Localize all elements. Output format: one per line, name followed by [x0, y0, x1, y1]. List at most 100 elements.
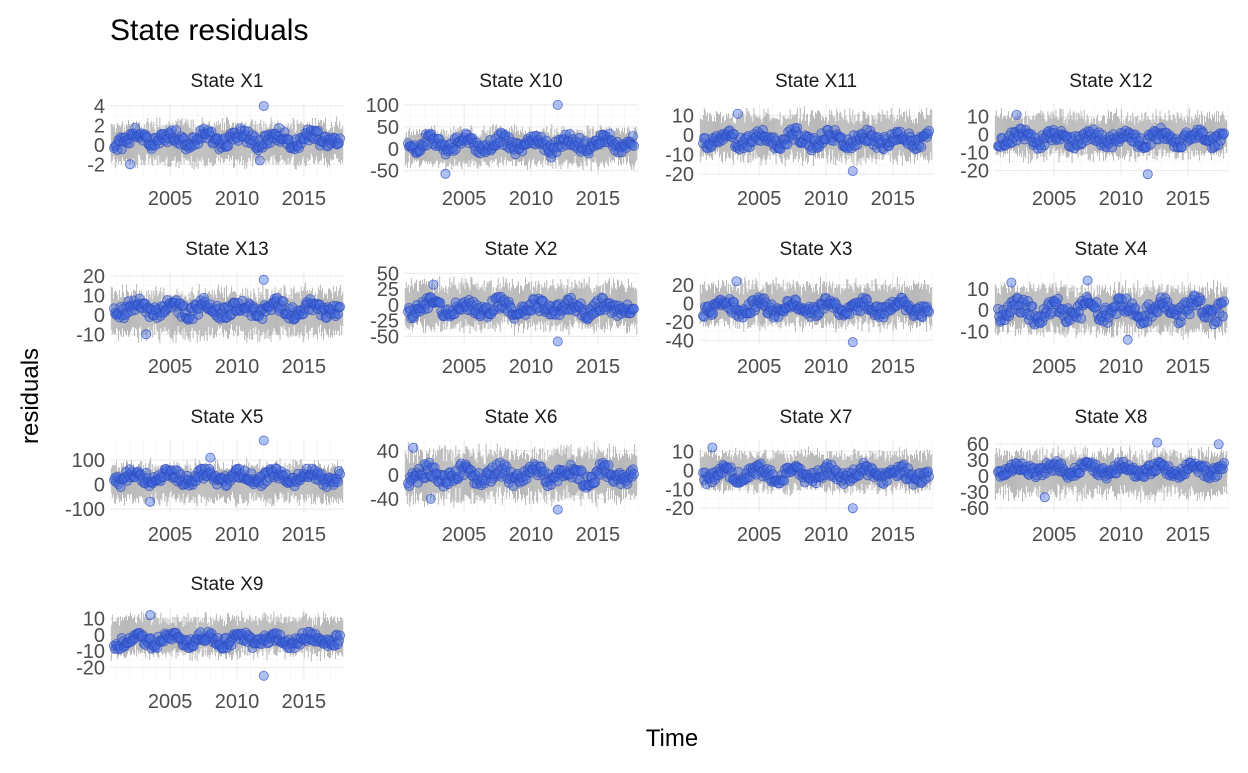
facet-strip-label: State X10	[479, 71, 562, 92]
outlier-point	[426, 494, 435, 503]
outlier-point	[1143, 170, 1152, 179]
x-tick-label: 2005	[1032, 356, 1077, 378]
y-tick-label: 2	[94, 115, 105, 137]
y-tick-label: 50	[377, 263, 399, 285]
facet-strip-label: State X4	[1075, 239, 1148, 260]
x-tick-label: 2010	[804, 524, 849, 546]
outlier-point	[255, 156, 264, 165]
outlier-point	[848, 338, 857, 347]
outlier-point	[429, 280, 438, 289]
residual-point	[604, 461, 613, 470]
y-tick-label: 10	[83, 285, 105, 307]
outlier-point	[409, 443, 418, 452]
y-tick-label: 0	[683, 460, 694, 482]
y-tick-label: -2	[87, 154, 105, 176]
residual-point	[629, 470, 638, 479]
outlier-point	[732, 277, 741, 286]
residual-point	[1218, 312, 1227, 321]
y-tick-label: 0	[388, 139, 399, 161]
outlier-point	[1083, 276, 1092, 285]
x-tick-label: 2015	[871, 356, 916, 378]
y-tick-label: 20	[672, 275, 694, 297]
residual-point	[924, 126, 933, 135]
y-tick-label: -20	[665, 498, 694, 520]
facet-strip-label: State X7	[780, 407, 853, 428]
x-tick-label: 2005	[737, 188, 782, 210]
y-tick-label: 0	[94, 135, 105, 157]
residual-point	[629, 304, 638, 313]
y-tick-label: -20	[665, 164, 694, 186]
x-tick-label: 2010	[509, 524, 554, 546]
y-tick-label: 10	[967, 279, 989, 301]
y-tick-label: 40	[377, 441, 399, 463]
y-tick-label: -40	[370, 489, 399, 511]
y-tick-label: 0	[94, 475, 105, 497]
y-tick-label: 100	[366, 95, 399, 117]
chart-title: State residuals	[110, 14, 308, 47]
residual-point	[1053, 294, 1062, 303]
facet-strip-label: State X11	[775, 71, 857, 92]
y-tick-label: 10	[672, 441, 694, 463]
x-tick-label: 2005	[148, 188, 193, 210]
residual-point	[1092, 298, 1101, 307]
outlier-point	[125, 160, 134, 169]
x-tick-label: 2015	[576, 188, 621, 210]
outlier-point	[553, 337, 562, 346]
y-tick-label: -100	[65, 499, 105, 521]
outlier-point	[206, 453, 215, 462]
x-tick-label: 2010	[215, 356, 260, 378]
facet-strip-label: State X6	[485, 407, 558, 428]
x-tick-label: 2015	[871, 188, 916, 210]
outlier-point	[259, 101, 268, 110]
residual-point	[335, 469, 344, 478]
y-tick-label: -50	[370, 161, 399, 183]
outlier-point	[848, 167, 857, 176]
residual-point	[917, 142, 926, 151]
y-tick-label: 0	[388, 465, 399, 487]
x-tick-label: 2005	[442, 188, 487, 210]
residual-points	[698, 109, 933, 176]
y-tick-label: 0	[94, 305, 105, 327]
x-tick-label: 2005	[737, 524, 782, 546]
facet-strip-label: State X13	[185, 239, 268, 260]
residual-point	[279, 297, 288, 306]
x-tick-label: 2010	[509, 356, 554, 378]
residual-point	[1196, 296, 1205, 305]
x-tick-label: 2005	[737, 356, 782, 378]
x-tick-label: 2015	[282, 188, 327, 210]
x-tick-label: 2005	[148, 356, 193, 378]
outlier-point	[733, 109, 742, 118]
x-tick-label: 2010	[509, 188, 554, 210]
x-tick-label: 2005	[148, 524, 193, 546]
y-tick-label: 100	[72, 450, 105, 472]
outlier-point	[259, 275, 268, 284]
y-tick-label: 10	[967, 107, 989, 129]
x-tick-label: 2010	[804, 188, 849, 210]
facet-strip-label: State X12	[1069, 71, 1152, 92]
x-tick-label: 2010	[804, 356, 849, 378]
y-tick-label: -10	[76, 324, 105, 346]
facet-strip-label: State X2	[485, 239, 558, 260]
residual-point	[628, 131, 637, 140]
x-tick-label: 2010	[215, 524, 260, 546]
residual-point	[1185, 310, 1194, 319]
y-tick-label: -10	[665, 145, 694, 167]
y-tick-label: 0	[978, 300, 989, 322]
outlier-point	[553, 505, 562, 514]
y-tick-label: 10	[672, 106, 694, 128]
x-tick-label: 2005	[442, 524, 487, 546]
y-tick-label: 20	[83, 266, 105, 288]
residual-point	[1219, 129, 1228, 138]
x-tick-label: 2005	[1032, 188, 1077, 210]
